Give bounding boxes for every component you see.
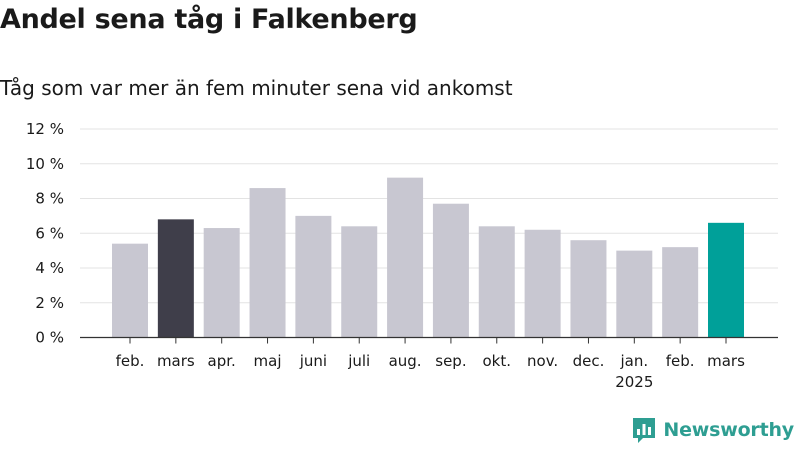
x-tick-label: mars	[157, 352, 195, 370]
x-tick-label: dec.	[573, 352, 605, 370]
y-tick-label: 0 %	[35, 329, 64, 347]
x-tick-label: mars	[707, 352, 745, 370]
y-tick-label: 4 %	[35, 259, 64, 277]
x-tick-label: feb.	[116, 352, 145, 370]
bars	[112, 177, 744, 338]
bar	[249, 188, 286, 338]
grid-lines	[80, 128, 778, 304]
x-tick-label: okt.	[483, 352, 512, 370]
y-tick-label: 2 %	[35, 294, 64, 312]
x-tick-label: jan.	[619, 352, 648, 370]
bar	[524, 229, 561, 338]
y-tick-label: 8 %	[35, 190, 64, 208]
x-tick-label: aug.	[389, 352, 422, 370]
bar	[157, 219, 194, 338]
bar	[616, 250, 653, 338]
x-year-label: 2025	[615, 373, 653, 391]
bar	[203, 228, 240, 338]
x-tick-label: nov.	[527, 352, 558, 370]
x-tick-label: juni	[299, 352, 327, 370]
x-tick-label: sep.	[435, 352, 466, 370]
chart-title: Andel sena tåg i Falkenberg	[0, 4, 418, 35]
y-tick-label: 10 %	[26, 155, 64, 173]
chart-subtitle: Tåg som var mer än fem minuter sena vid …	[0, 76, 513, 100]
x-tick-label: maj	[254, 352, 282, 370]
bar	[662, 247, 699, 338]
bar	[478, 226, 515, 338]
x-tick-label: juli	[347, 352, 370, 370]
bar	[387, 177, 424, 338]
bar	[295, 215, 332, 338]
bar	[341, 226, 378, 338]
brand-name: Newsworthy	[663, 419, 794, 441]
bar-chart-logo-icon	[633, 418, 656, 443]
bar	[112, 243, 148, 338]
y-axis-labels: 0 % 2 % 4 % 6 % 8 % 10 % 12 %	[26, 120, 64, 347]
bar	[708, 222, 744, 338]
y-tick-label: 12 %	[26, 120, 64, 138]
x-axis-labels: feb. mars apr. maj juni juli aug. sep. okt. nov. d…	[116, 352, 745, 391]
x-tick-label: feb.	[666, 352, 695, 370]
brand-logo: Newsworthy	[631, 416, 794, 444]
bar	[432, 203, 469, 338]
y-tick-label: 6 %	[35, 224, 64, 242]
x-axis	[80, 336, 778, 344]
bar	[570, 240, 607, 338]
x-tick-label: apr.	[208, 352, 236, 370]
